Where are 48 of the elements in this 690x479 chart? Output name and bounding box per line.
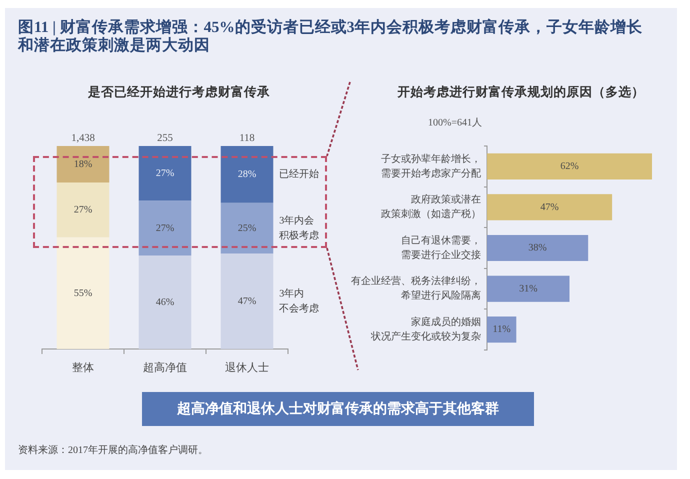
data-label: 27% xyxy=(156,222,174,234)
text: 超高净值和退休人士对财富传承的需求高于其他客群 xyxy=(177,400,499,418)
data-label: 27% xyxy=(74,204,92,216)
data-label: 38% xyxy=(528,242,547,254)
bar xyxy=(138,146,192,201)
y-tick-label: 自己有退休需要，需要进行企业交接 xyxy=(401,234,481,261)
y-tick-label: 有企业经营、税务法律纠纷，希望进行风险隔离 xyxy=(351,275,481,302)
text: 图11 | 财富传承需求增强：45%的受访者已经或3年内会积极考虑财富传承，子女年龄增长和潜在政策刺激是两大动因 xyxy=(18,19,644,55)
data-label: 27% xyxy=(156,168,174,180)
bar xyxy=(220,202,274,254)
data-label: 46% xyxy=(156,296,174,308)
x-tick-label: 退休人士 xyxy=(225,360,269,374)
series-label: 3年内会积极考虑 xyxy=(279,214,320,242)
bar xyxy=(56,182,110,238)
chart-subtitle: 100%=641人 xyxy=(428,118,482,129)
bar xyxy=(56,146,110,183)
bar xyxy=(487,276,570,302)
series-label: 3年内不会考虑 xyxy=(279,287,320,314)
data-label: 11% xyxy=(492,324,511,336)
series-label: 已经开始 xyxy=(279,168,320,180)
data-label: 18% xyxy=(74,158,92,170)
data-label: 47% xyxy=(238,296,256,307)
y-tick-label: 子女或孙辈年龄增长，需要开始考虑家产分配 xyxy=(381,152,481,180)
text: 资料来源：2017年开展的高净值客户调研。 xyxy=(18,444,209,457)
bar xyxy=(220,146,274,203)
x-tick-label: 超高净值 xyxy=(143,360,187,374)
bar xyxy=(56,237,110,349)
data-label: 28% xyxy=(238,169,256,180)
annotation: 255 xyxy=(157,132,173,144)
x-tick-label: 整体 xyxy=(72,362,94,374)
bar xyxy=(220,254,274,349)
bar xyxy=(487,153,652,180)
bar xyxy=(138,200,192,256)
data-label: 47% xyxy=(540,202,559,213)
data-label: 25% xyxy=(238,222,256,234)
data-label: 55% xyxy=(74,288,92,299)
chart-title: 开始考虑进行财富传承规划的原因（多选） xyxy=(396,84,644,100)
annotation: 1,438 xyxy=(71,132,95,144)
bar xyxy=(487,234,588,262)
bar xyxy=(487,194,612,220)
y-tick-label: 家庭成员的婚姻状况产生变化或较为复杂 xyxy=(370,316,481,342)
bar xyxy=(487,316,516,343)
y-tick-label: 政府政策或潜在政策刺激（如遗产税） xyxy=(381,194,481,220)
annotation: 118 xyxy=(239,132,255,144)
bar xyxy=(138,256,192,349)
data-label: 62% xyxy=(560,161,579,172)
data-label: 31% xyxy=(519,283,538,294)
chart-title: 是否已经开始进行考虑财富传承 xyxy=(87,84,271,100)
